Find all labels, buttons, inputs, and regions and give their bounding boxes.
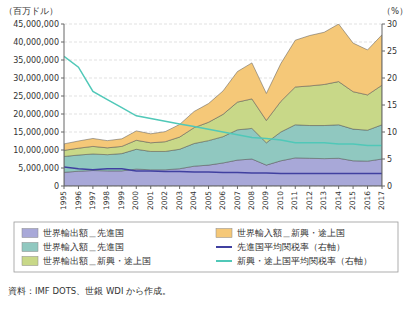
legend: 世界輸出額＿先進国世界輸入額＿先進国世界輸出額＿新興・途上国 世界輸入額＿新興・途…: [14, 222, 398, 272]
x-tick-label: 1995: [59, 191, 68, 210]
axes: 0 5,000,000 10,000,000 15,000,000 20,000,000…: [13, 20, 397, 211]
legend-swatch: [216, 229, 232, 238]
x-tick-label: 1996: [74, 191, 83, 210]
source-note: 資料：IMF DOTS、世銀 WDI から作成。: [8, 286, 171, 296]
x-tick-label: 2013: [319, 191, 328, 210]
x-tick-label: 2009: [261, 191, 270, 210]
legend-swatch: [22, 243, 38, 252]
y-axis-label: （百万ドル）: [4, 6, 58, 16]
x-tick-label: 1998: [102, 191, 111, 210]
y2-tick-label: 30: [387, 20, 397, 29]
x-tick-label: 2014: [334, 191, 343, 210]
plot-data: [64, 24, 382, 186]
y-tick-label: 0: [54, 182, 59, 191]
x-tick-label: 2003: [175, 191, 184, 210]
y-tick-label: 45,000,000: [13, 20, 59, 29]
legend-label: 世界輸出額＿先進国: [43, 228, 124, 238]
chart: 0 5,000,000 10,000,000 15,000,000 20,000,000…: [0, 0, 412, 336]
x-tick-label: 2012: [305, 191, 314, 210]
legend-frame: [14, 222, 398, 272]
x-tick-label: 2001: [146, 191, 155, 210]
x-tick-label: 2002: [160, 191, 169, 210]
y2-axis-line: [382, 24, 383, 186]
legend-label: 新興・途上国平均関税率（右軸）: [237, 256, 372, 266]
y2-tick-label: 20: [387, 74, 397, 83]
y-tick-label: 40,000,000: [13, 38, 59, 47]
x-tick-label: 1999: [117, 191, 126, 210]
legend-swatch: [22, 229, 38, 238]
x-tick-label: 2000: [131, 191, 140, 210]
y-tick-label: 20,000,000: [13, 110, 59, 119]
y-tick-label: 35,000,000: [13, 56, 59, 65]
x-tick-label: 2004: [189, 191, 198, 210]
legend-label: 世界輸出額＿新興・途上国: [43, 256, 151, 266]
area: [64, 24, 382, 150]
legend-swatch: [216, 260, 232, 262]
y-tick-label: 15,000,000: [13, 128, 59, 137]
x-tick-label: 2006: [218, 191, 227, 210]
y-tick-label: 25,000,000: [13, 92, 59, 101]
legend-swatch: [216, 246, 232, 248]
legend-label: 世界輸入額＿先進国: [43, 242, 124, 252]
x-axis-line: [64, 186, 382, 187]
legend-label: 先進国平均関税率（右軸）: [237, 242, 345, 252]
y-tick-label: 5,000,000: [18, 164, 59, 173]
y2-tick-label: 10: [387, 128, 397, 137]
y-tick-label: 30,000,000: [13, 74, 59, 83]
x-tick-label: 2007: [233, 191, 242, 210]
legend-label: 世界輸入額＿新興・途上国: [237, 228, 345, 238]
grid-line: [64, 186, 382, 187]
x-tick-label: 2011: [290, 191, 299, 210]
y2-tick-label: 5: [387, 155, 392, 164]
x-tick-label: 2005: [204, 191, 213, 210]
y-axis-line: [64, 24, 65, 186]
x-tick-label: 2008: [247, 191, 256, 210]
y2-tick-label: 15: [387, 101, 397, 110]
x-tick-label: 2017: [377, 191, 386, 210]
legend-swatch: [22, 257, 38, 266]
y2-axis-label: （%）: [382, 6, 408, 16]
x-tick-label: 1997: [88, 191, 97, 210]
y2-tick-label: 0: [387, 182, 392, 191]
x-tick-label: 2010: [276, 191, 285, 210]
x-tick-label: 2015: [348, 191, 357, 210]
y-tick-label: 10,000,000: [13, 146, 59, 155]
y2-tick-label: 25: [387, 47, 397, 56]
grid-line: [64, 24, 382, 25]
x-tick-label: 2016: [363, 191, 372, 210]
line: [64, 167, 382, 173]
line: [64, 56, 382, 145]
